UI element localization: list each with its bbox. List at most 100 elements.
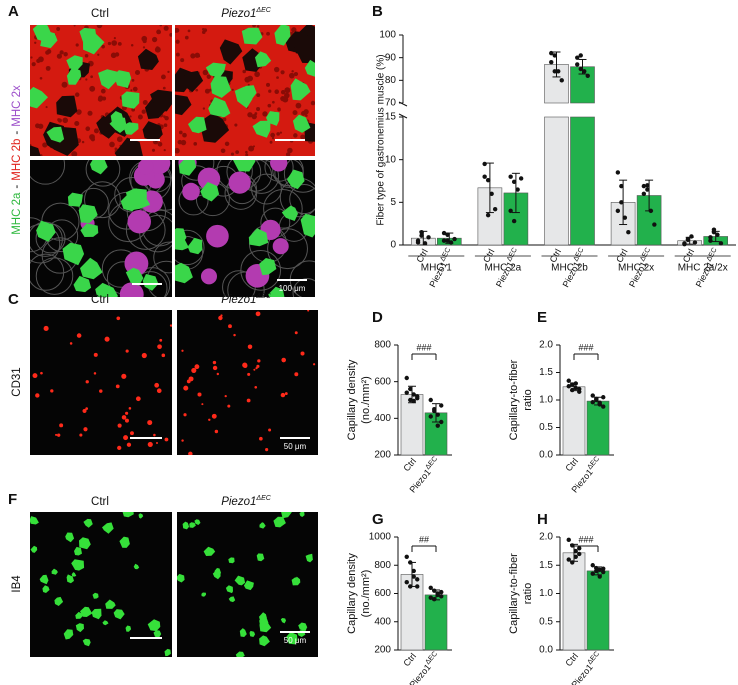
y-axis-label: Capillary density [346,359,358,440]
data-point [578,66,583,72]
micrograph [175,160,315,297]
y-axis-label: Capillary-to-fiber [508,553,520,634]
texture [157,141,163,147]
data-point [404,580,409,585]
data-point [482,161,487,167]
texture [177,139,183,145]
capillary [119,536,130,548]
data-point [432,596,437,602]
texture [42,142,48,148]
texture [38,123,44,129]
capillary [255,311,261,317]
fiber-green [255,51,272,68]
data-point [573,381,578,386]
column-header-main: Piezo1 [221,496,256,508]
texture [59,50,64,55]
fiber-green [66,67,82,85]
data-point [597,402,602,407]
y-tick-label: 90 [385,52,397,63]
fiber-outline [84,181,121,219]
capillary [50,389,54,393]
data-point [570,560,575,565]
capillary [280,392,286,398]
column-header: Ctrl [91,294,109,306]
capillary [82,408,87,413]
capillary [224,394,227,398]
texture [142,99,148,105]
category-label: MHC 1 [421,263,453,274]
capillary [189,522,196,528]
fiber-dark [137,48,159,70]
texture [163,25,169,31]
capillary [141,352,147,359]
capillary [203,546,216,556]
texture [202,107,206,110]
y-axis-label: Capillary-to-fiber [508,359,520,440]
capillary [197,392,202,397]
data-point [692,240,698,245]
data-point [570,387,575,393]
texture [130,89,133,92]
capillary [183,413,187,417]
texture [272,100,275,104]
texture [268,89,272,93]
fiber-green [62,242,85,266]
fiber-magenta [137,160,154,175]
data-point [435,423,440,428]
texture [96,25,103,29]
texture [276,132,280,136]
y-tick-label: 800 [374,340,391,351]
fiber-green [98,69,118,90]
data-point [415,584,420,589]
fiber-outline [263,188,303,229]
texture [220,148,226,154]
texture [274,66,280,73]
fiber-outline [283,160,315,193]
column-header-sup: ΔEC [255,7,271,14]
fiber-outline [289,184,315,215]
texture [130,44,134,47]
capillary [188,451,193,455]
texture [84,53,89,58]
data-point [645,187,650,192]
texture [274,89,280,94]
capillary [63,629,74,640]
data-point [566,557,571,562]
data-point [432,588,437,593]
category-label: MHC 2x [618,263,654,274]
capillary [246,398,251,403]
fiber-green [80,257,103,280]
capillary [102,620,109,626]
texture [257,107,260,110]
data-point [597,567,602,572]
texture [167,70,170,74]
capillary [39,574,49,585]
fiber-green [66,55,83,71]
texture [100,88,106,94]
capillary [280,618,286,624]
panel-label: D [372,309,383,326]
texture [248,145,255,152]
texture [284,87,291,94]
texture [169,33,172,37]
capillary [299,512,305,517]
capillary [130,431,134,436]
texture [242,69,246,74]
capillary [227,404,231,408]
capillary [305,553,313,563]
data-point [577,551,582,557]
texture [117,41,122,46]
texture [151,148,156,152]
data-point [422,241,428,246]
texture [85,78,88,81]
fiber-green [208,97,231,118]
texture [193,142,198,146]
texture [270,132,275,138]
data-point [641,183,647,189]
texture [209,88,212,92]
fiber-outline [292,278,315,297]
data-point [552,69,557,74]
y-tick-label: 2.0 [539,532,553,543]
fiber-green [292,114,311,133]
